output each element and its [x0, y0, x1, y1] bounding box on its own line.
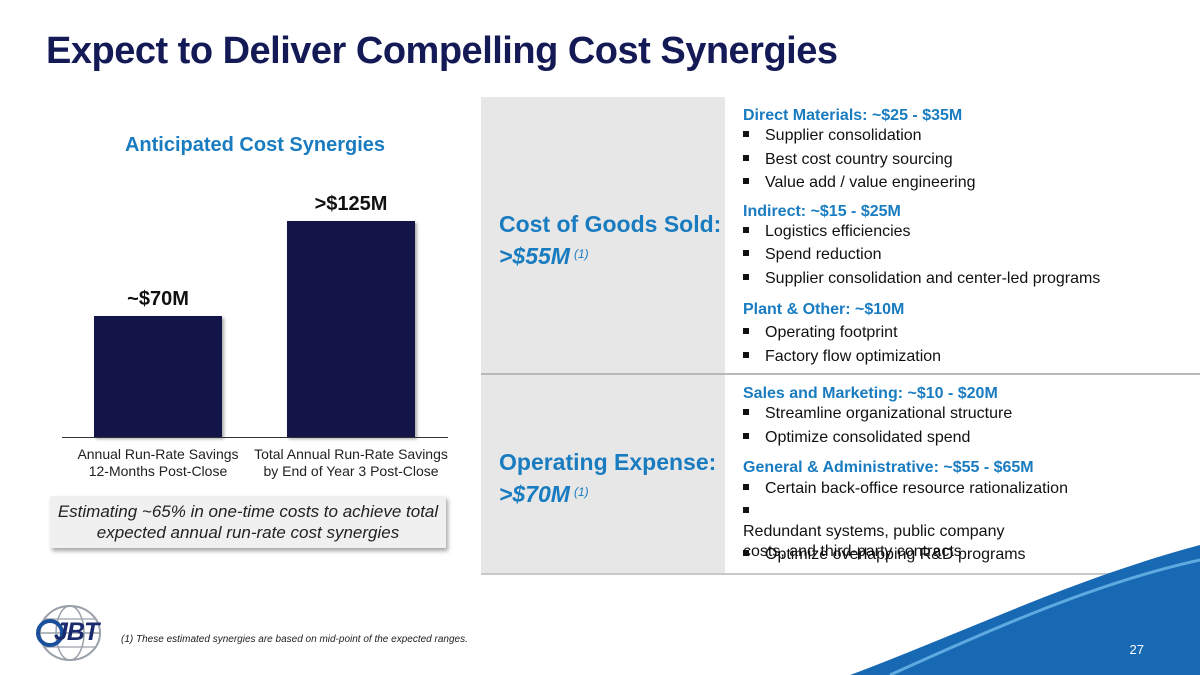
synergy-table: Cost of Goods Sold: >$55M (1) Direct Mate…	[481, 97, 1200, 575]
sales-marketing-heading: Sales and Marketing: ~$10 - $20M	[743, 385, 998, 402]
cogs-label-cell: Cost of Goods Sold: >$55M (1)	[481, 97, 725, 373]
cogs-row: Cost of Goods Sold: >$55M (1) Direct Mate…	[481, 97, 1200, 373]
list-item: Certain back-office resource rationaliza…	[743, 479, 1068, 499]
bullet-icon	[743, 484, 749, 490]
opex-footnote-ref: (1)	[573, 485, 589, 499]
wave-highlight	[889, 558, 1200, 675]
opex-label-cell: Operating Expense: >$70M (1)	[481, 375, 725, 573]
bar-1	[94, 316, 222, 437]
bar-2	[287, 221, 415, 437]
indirect-heading: Indirect: ~$15 - $25M	[743, 203, 901, 220]
bullet-icon	[743, 250, 749, 256]
chart-title: Anticipated Cost Synergies	[124, 134, 386, 156]
bar-data-label: ~$70M	[127, 288, 189, 311]
page-title: Expect to Deliver Compelling Cost Synerg…	[46, 30, 838, 72]
category-label: Total Annual Run-Rate Savings by End of Y…	[251, 446, 451, 480]
chart-baseline	[62, 437, 448, 438]
list-item: Spend reduction	[743, 245, 882, 265]
page-number: 27	[1129, 642, 1144, 657]
opex-value: >$70M (1)	[499, 481, 589, 507]
list-item: Supplier consolidation	[743, 126, 922, 146]
list-item: Value add / value engineering	[743, 173, 976, 193]
logo-globe-icon	[36, 605, 101, 661]
bullet-icon	[743, 352, 749, 358]
cogs-value: >$55M (1)	[499, 243, 589, 269]
list-item: Streamline organizational structure	[743, 404, 1012, 424]
opex-title: Operating Expense:	[499, 449, 717, 475]
list-item: Supplier consolidation and center-led pr…	[743, 269, 1100, 289]
one-time-costs-callout: Estimating ~65% in one-time costs to ach…	[50, 496, 446, 548]
list-item: Optimize overlapping R&D programs	[743, 545, 1026, 565]
list-item: Factory flow optimization	[743, 347, 941, 367]
category-label-line: Annual Run-Rate Savings	[77, 446, 239, 462]
jbt-logo: JBT	[34, 603, 118, 663]
plant-other-heading: Plant & Other: ~$10M	[743, 301, 905, 318]
bullet-icon	[743, 155, 749, 161]
bullet-icon	[743, 274, 749, 280]
wave-decoration	[850, 545, 1200, 675]
category-label: Annual Run-Rate Savings 12-Months Post-Cl…	[58, 446, 258, 480]
opex-row: Operating Expense: >$70M (1) Sales and Ma…	[481, 375, 1200, 573]
direct-materials-heading: Direct Materials: ~$25 - $35M	[743, 107, 963, 124]
cogs-footnote-ref: (1)	[573, 247, 589, 261]
bar-chart: ~$70M Annual Run-Rate Savings 12-Months Po…	[0, 0, 480, 490]
category-label-line: by End of Year 3 Post-Close	[263, 463, 439, 479]
wave-shape	[850, 545, 1200, 675]
row-divider	[481, 373, 1200, 375]
list-item: Best cost country sourcing	[743, 150, 953, 170]
footnote: (1) These estimated synergies are based …	[121, 634, 468, 645]
category-label-line: Total Annual Run-Rate Savings	[254, 446, 448, 462]
bullet-icon	[743, 507, 749, 513]
cogs-title: Cost of Goods Sold:	[499, 211, 722, 237]
bullet-icon	[743, 131, 749, 137]
list-item: Redundant systems, public company costs,…	[743, 502, 1063, 562]
bullet-icon	[743, 227, 749, 233]
bullet-icon	[743, 433, 749, 439]
bar-data-label: >$125M	[314, 193, 388, 215]
logo-text: JBT	[54, 618, 99, 646]
general-admin-heading: General & Administrative: ~$55 - $65M	[743, 459, 1034, 476]
category-label-line: 12-Months Post-Close	[88, 463, 228, 479]
list-item: Logistics efficiencies	[743, 222, 911, 242]
list-item: Optimize consolidated spend	[743, 428, 970, 448]
table-bottom-border	[481, 573, 1200, 575]
bullet-icon	[743, 178, 749, 184]
list-item: Operating footprint	[743, 323, 898, 343]
bullet-icon	[743, 409, 749, 415]
bullet-icon	[743, 550, 749, 556]
bullet-icon	[743, 328, 749, 334]
